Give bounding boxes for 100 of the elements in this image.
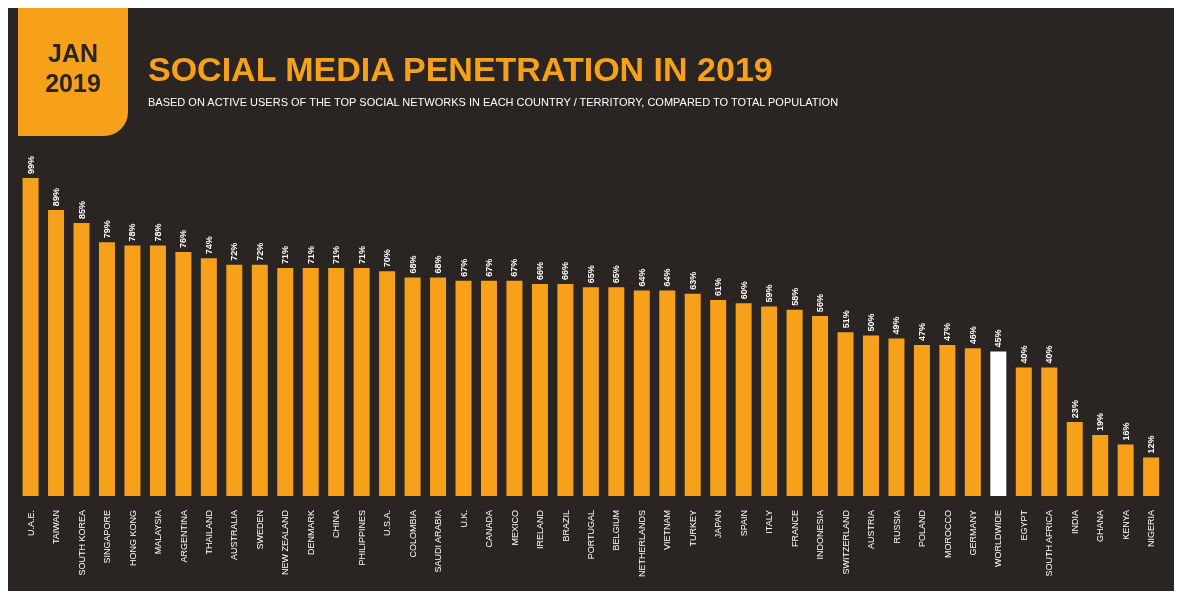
bar [659, 290, 676, 496]
bar [480, 280, 497, 496]
bar [913, 345, 930, 496]
data-label: 85% [76, 200, 87, 219]
data-label: 66% [560, 261, 571, 280]
data-label: 72% [254, 242, 265, 261]
x-tick-label: BELGIUM [611, 510, 622, 551]
x-tick-label: DENMARK [305, 510, 316, 556]
data-label: 65% [611, 265, 622, 284]
text: JAN 2019 [18, 8, 128, 136]
x-tick-label: SOUTH AFRICA [1044, 510, 1055, 577]
bar [149, 245, 166, 496]
x-tick-label: PHILIPPINES [356, 510, 367, 566]
bar [710, 300, 727, 496]
data-label: 12% [1146, 435, 1157, 454]
bar [862, 335, 879, 496]
data-label: 68% [407, 255, 418, 274]
x-tick-label: HONG KONG [127, 510, 138, 567]
x-tick-label: RUSSIA [891, 510, 902, 544]
x-tick-label: U.A.E. [25, 510, 36, 537]
data-label: 65% [585, 265, 596, 284]
x-tick-label: PORTUGAL [586, 510, 596, 560]
data-label: 58% [789, 287, 800, 306]
x-tick-label: SINGAPORE [102, 510, 113, 564]
x-tick-label: ARGENTINA [178, 510, 189, 563]
bar [404, 277, 421, 496]
data-label: 63% [687, 271, 698, 290]
bar [990, 351, 1007, 496]
bar [379, 271, 396, 496]
bar [200, 258, 217, 496]
data-label: 76% [178, 229, 189, 248]
bar [328, 267, 345, 496]
data-label: 19% [1095, 412, 1106, 431]
data-label: 68% [433, 255, 444, 274]
data-label: 67% [483, 258, 494, 277]
data-label: 23% [1069, 400, 1080, 419]
x-tick-label: SWEDEN [254, 510, 265, 550]
bar [964, 348, 981, 496]
bar [557, 284, 574, 496]
x-tick-label: SOUTH KOREA [76, 510, 87, 576]
bar [98, 242, 115, 496]
data-label: 78% [152, 223, 163, 242]
x-tick-label: NETHERLANDS [636, 510, 647, 578]
data-label: 72% [229, 242, 240, 261]
x-tick-label: CANADA [484, 510, 495, 548]
bar [226, 264, 243, 496]
x-tick-label: JAPAN [713, 510, 724, 539]
x-tick-label: INDONESIA [815, 510, 826, 560]
x-tick-label: MEXICO [509, 510, 520, 546]
x-tick-label: IRELAND [535, 509, 546, 550]
bar [684, 293, 701, 496]
x-tick-label: KENYA [1120, 510, 1131, 540]
bar [608, 287, 625, 496]
data-label: 74% [203, 236, 214, 255]
bar [277, 267, 294, 496]
bar [1092, 434, 1109, 496]
bar [735, 303, 752, 496]
x-tick-label: EGYPT [1018, 509, 1029, 541]
data-label: 71% [356, 245, 367, 264]
bar [353, 267, 370, 496]
bar [582, 287, 599, 496]
data-label: 47% [942, 323, 953, 342]
x-tick-label: AUSTRIA [866, 510, 877, 550]
x-tick-label: TURKEY [687, 510, 698, 547]
data-label: 56% [815, 294, 826, 313]
x-tick-label: MOROCCO [942, 510, 953, 558]
x-tick-label: COLOMBIA [407, 510, 418, 558]
x-tick-label: FRANCE [789, 510, 800, 548]
x-tick-label: GERMANY [968, 510, 978, 556]
bar [1015, 367, 1032, 496]
bar [48, 210, 65, 496]
data-label: 16% [1120, 422, 1131, 441]
bar [786, 309, 803, 496]
bar [251, 264, 268, 496]
data-label: 45% [993, 329, 1004, 348]
x-tick-label: SWITZERLAND [840, 509, 851, 575]
data-label: 71% [280, 245, 291, 264]
bar [124, 245, 141, 496]
x-tick-label: VIETNAM [662, 510, 673, 551]
data-label: 40% [1044, 345, 1055, 364]
bar [302, 267, 319, 496]
bar [1143, 457, 1160, 496]
x-tick-label: TAIWAN [51, 510, 62, 544]
x-tick-label: BRAZIL [560, 510, 571, 542]
x-tick-label: MALAYSIA [153, 510, 164, 555]
bar [22, 178, 39, 496]
data-label: 67% [458, 258, 469, 277]
data-label: 79% [101, 220, 112, 239]
data-label: 51% [840, 310, 851, 329]
bar [506, 280, 523, 496]
x-tick-label: SPAIN [738, 510, 749, 537]
x-tick-label: CHINA [331, 510, 342, 539]
x-tick-label: NIGERIA [1146, 510, 1157, 548]
x-tick-label: ITALY [764, 510, 775, 534]
data-label: 71% [305, 245, 316, 264]
x-tick-label: SAUDI ARABIA [433, 510, 444, 573]
data-label: 46% [967, 326, 978, 345]
bar [531, 284, 548, 496]
x-tick-label: NEW ZEALAND [280, 509, 291, 576]
x-tick-label: POLAND [917, 509, 928, 548]
